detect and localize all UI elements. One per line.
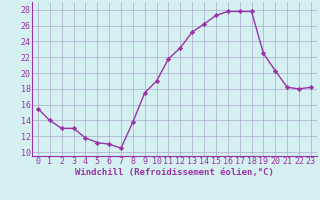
X-axis label: Windchill (Refroidissement éolien,°C): Windchill (Refroidissement éolien,°C) — [75, 168, 274, 177]
